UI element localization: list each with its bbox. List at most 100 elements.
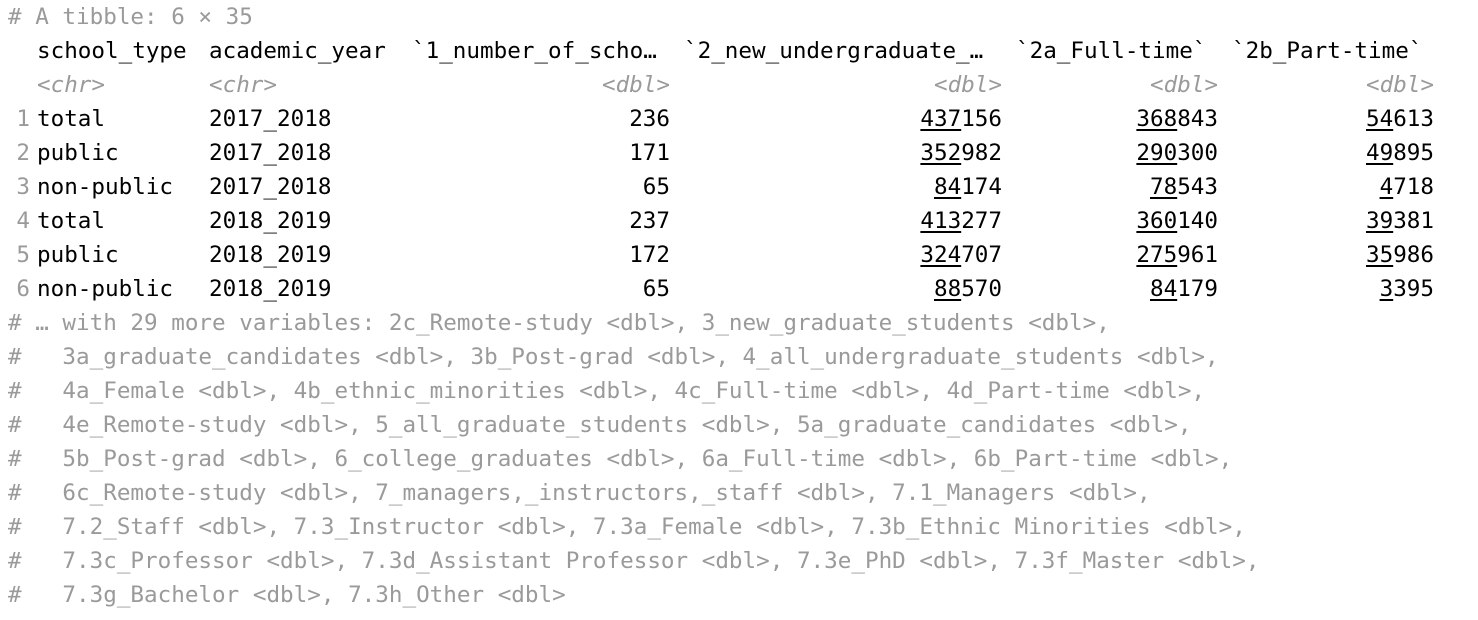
thousands-digits: 35 <box>1365 242 1394 268</box>
thousands-digits: 437 <box>920 106 962 132</box>
column-type: <dbl> <box>1365 72 1434 98</box>
cell-new-undergraduate: 437156 <box>684 102 1002 136</box>
cell-number-of-schools: 172 <box>629 242 670 268</box>
thousands-digits: 324 <box>920 242 962 268</box>
units-digits: 395 <box>1393 276 1434 302</box>
footer-line: # 4e_Remote-study <dbl>, 5_all_graduate_… <box>8 412 1192 438</box>
column-type-row: <chr> <chr> <dbl> <dbl> <dbl> <dbl> <box>8 68 1470 102</box>
column-header-school-type: school_type <box>37 38 187 64</box>
row-number: 2 <box>16 140 30 166</box>
units-digits: 179 <box>1177 276 1218 302</box>
column-header-full-time: `2a_Full-time` <box>1016 38 1207 64</box>
footer-line: # 4a_Female <dbl>, 4b_ethnic_minorities … <box>8 378 1206 404</box>
console-output: # A tibble: 6 × 35 school_type academic_… <box>8 0 1470 612</box>
thousands-digits: 360 <box>1136 208 1178 234</box>
cell-full-time: 290300 <box>1016 136 1218 170</box>
cell-new-undergraduate: 88570 <box>684 272 1002 306</box>
thousands-digits: 49 <box>1365 140 1394 166</box>
row-number: 1 <box>16 106 30 132</box>
thousands-digits: 84 <box>1149 276 1178 302</box>
cell-school-type: non-public <box>37 174 174 200</box>
row-number: 3 <box>16 174 30 200</box>
cell-academic-year: 2018_2019 <box>209 208 332 234</box>
cell-full-time: 84179 <box>1016 272 1218 306</box>
cell-number-of-schools: 65 <box>642 174 670 200</box>
cell-part-time: 4718 <box>1232 170 1434 204</box>
row-number: 6 <box>16 276 30 302</box>
cell-academic-year: 2017_2018 <box>209 140 332 166</box>
tibble-footer: # … with 29 more variables: 2c_Remote-st… <box>8 306 1470 612</box>
units-digits: 613 <box>1393 106 1434 132</box>
units-digits: 570 <box>961 276 1002 302</box>
cell-new-undergraduate: 352982 <box>684 136 1002 170</box>
cell-full-time: 368843 <box>1016 102 1218 136</box>
cell-number-of-schools: 236 <box>629 106 670 132</box>
tibble-header: # A tibble: 6 × 35 <box>8 4 253 30</box>
cell-school-type: total <box>37 208 106 234</box>
cell-academic-year: 2017_2018 <box>209 174 332 200</box>
thousands-digits: 54 <box>1365 106 1394 132</box>
cell-full-time: 360140 <box>1016 204 1218 238</box>
units-digits: 707 <box>961 242 1002 268</box>
footer-line: # 7.2_Staff <dbl>, 7.3_Instructor <dbl>,… <box>8 514 1246 540</box>
thousands-digits: 413 <box>920 208 962 234</box>
thousands-digits: 78 <box>1149 174 1178 200</box>
units-digits: 543 <box>1177 174 1218 200</box>
units-digits: 156 <box>961 106 1002 132</box>
cell-academic-year: 2018_2019 <box>209 276 332 302</box>
column-type: <dbl> <box>1149 72 1218 98</box>
thousands-digits: 275 <box>1136 242 1178 268</box>
cell-number-of-schools: 171 <box>629 140 670 166</box>
cell-school-type: public <box>37 242 119 268</box>
units-digits: 961 <box>1177 242 1218 268</box>
footer-line: # 3a_graduate_candidates <dbl>, 3b_Post-… <box>8 344 1219 370</box>
cell-full-time: 275961 <box>1016 238 1218 272</box>
cell-number-of-schools: 237 <box>629 208 670 234</box>
units-digits: 381 <box>1393 208 1434 234</box>
thousands-digits: 84 <box>933 174 962 200</box>
cell-new-undergraduate: 84174 <box>684 170 1002 204</box>
footer-line: # 7.3c_Professor <dbl>, 7.3d_Assistant P… <box>8 548 1260 574</box>
cell-school-type: non-public <box>37 276 174 302</box>
units-digits: 300 <box>1177 140 1218 166</box>
cell-part-time: 39381 <box>1232 204 1434 238</box>
column-header-number-of-schools: `1_number_of_scho… <box>412 38 657 64</box>
cell-new-undergraduate: 413277 <box>684 204 1002 238</box>
cell-number-of-schools: 65 <box>642 276 670 302</box>
units-digits: 174 <box>961 174 1002 200</box>
tibble-rows: 1 total 2017_2018 236 437156 368843 54613 2 publ… <box>8 102 1470 306</box>
row-number: 5 <box>16 242 30 268</box>
cell-part-time: 3395 <box>1232 272 1434 306</box>
units-digits: 982 <box>961 140 1002 166</box>
cell-full-time: 78543 <box>1016 170 1218 204</box>
column-header-row: school_type academic_year `1_number_of_s… <box>8 34 1470 68</box>
column-header-part-time: `2b_Part-time` <box>1232 38 1423 64</box>
thousands-digits: 39 <box>1365 208 1394 234</box>
thousands-digits: 3 <box>1379 276 1394 302</box>
cell-part-time: 54613 <box>1232 102 1434 136</box>
cell-academic-year: 2017_2018 <box>209 106 332 132</box>
thousands-digits: 352 <box>920 140 962 166</box>
cell-academic-year: 2018_2019 <box>209 242 332 268</box>
footer-line: # 5b_Post-grad <dbl>, 6_college_graduate… <box>8 446 1233 472</box>
units-digits: 277 <box>961 208 1002 234</box>
thousands-digits: 4 <box>1379 174 1394 200</box>
cell-part-time: 49895 <box>1232 136 1434 170</box>
units-digits: 843 <box>1177 106 1218 132</box>
footer-line: # … with 29 more variables: 2c_Remote-st… <box>8 310 1110 336</box>
row-number: 4 <box>16 208 30 234</box>
units-digits: 140 <box>1177 208 1218 234</box>
table-row: 1 total 2017_2018 236 437156 368843 54613 <box>8 102 1470 136</box>
cell-new-undergraduate: 324707 <box>684 238 1002 272</box>
thousands-digits: 368 <box>1136 106 1178 132</box>
table-row: 2 public 2017_2018 171 352982 290300 49895 <box>8 136 1470 170</box>
units-digits: 895 <box>1393 140 1434 166</box>
column-header-new-undergraduate: `2_new_undergraduate_… <box>684 38 984 64</box>
cell-school-type: total <box>37 106 106 132</box>
column-type: <dbl> <box>933 72 1002 98</box>
thousands-digits: 290 <box>1136 140 1178 166</box>
column-type: <chr> <box>37 72 106 98</box>
cell-part-time: 35986 <box>1232 238 1434 272</box>
table-row: 6 non-public 2018_2019 65 88570 84179 3395 <box>8 272 1470 306</box>
table-row: 3 non-public 2017_2018 65 84174 78543 4718 <box>8 170 1470 204</box>
